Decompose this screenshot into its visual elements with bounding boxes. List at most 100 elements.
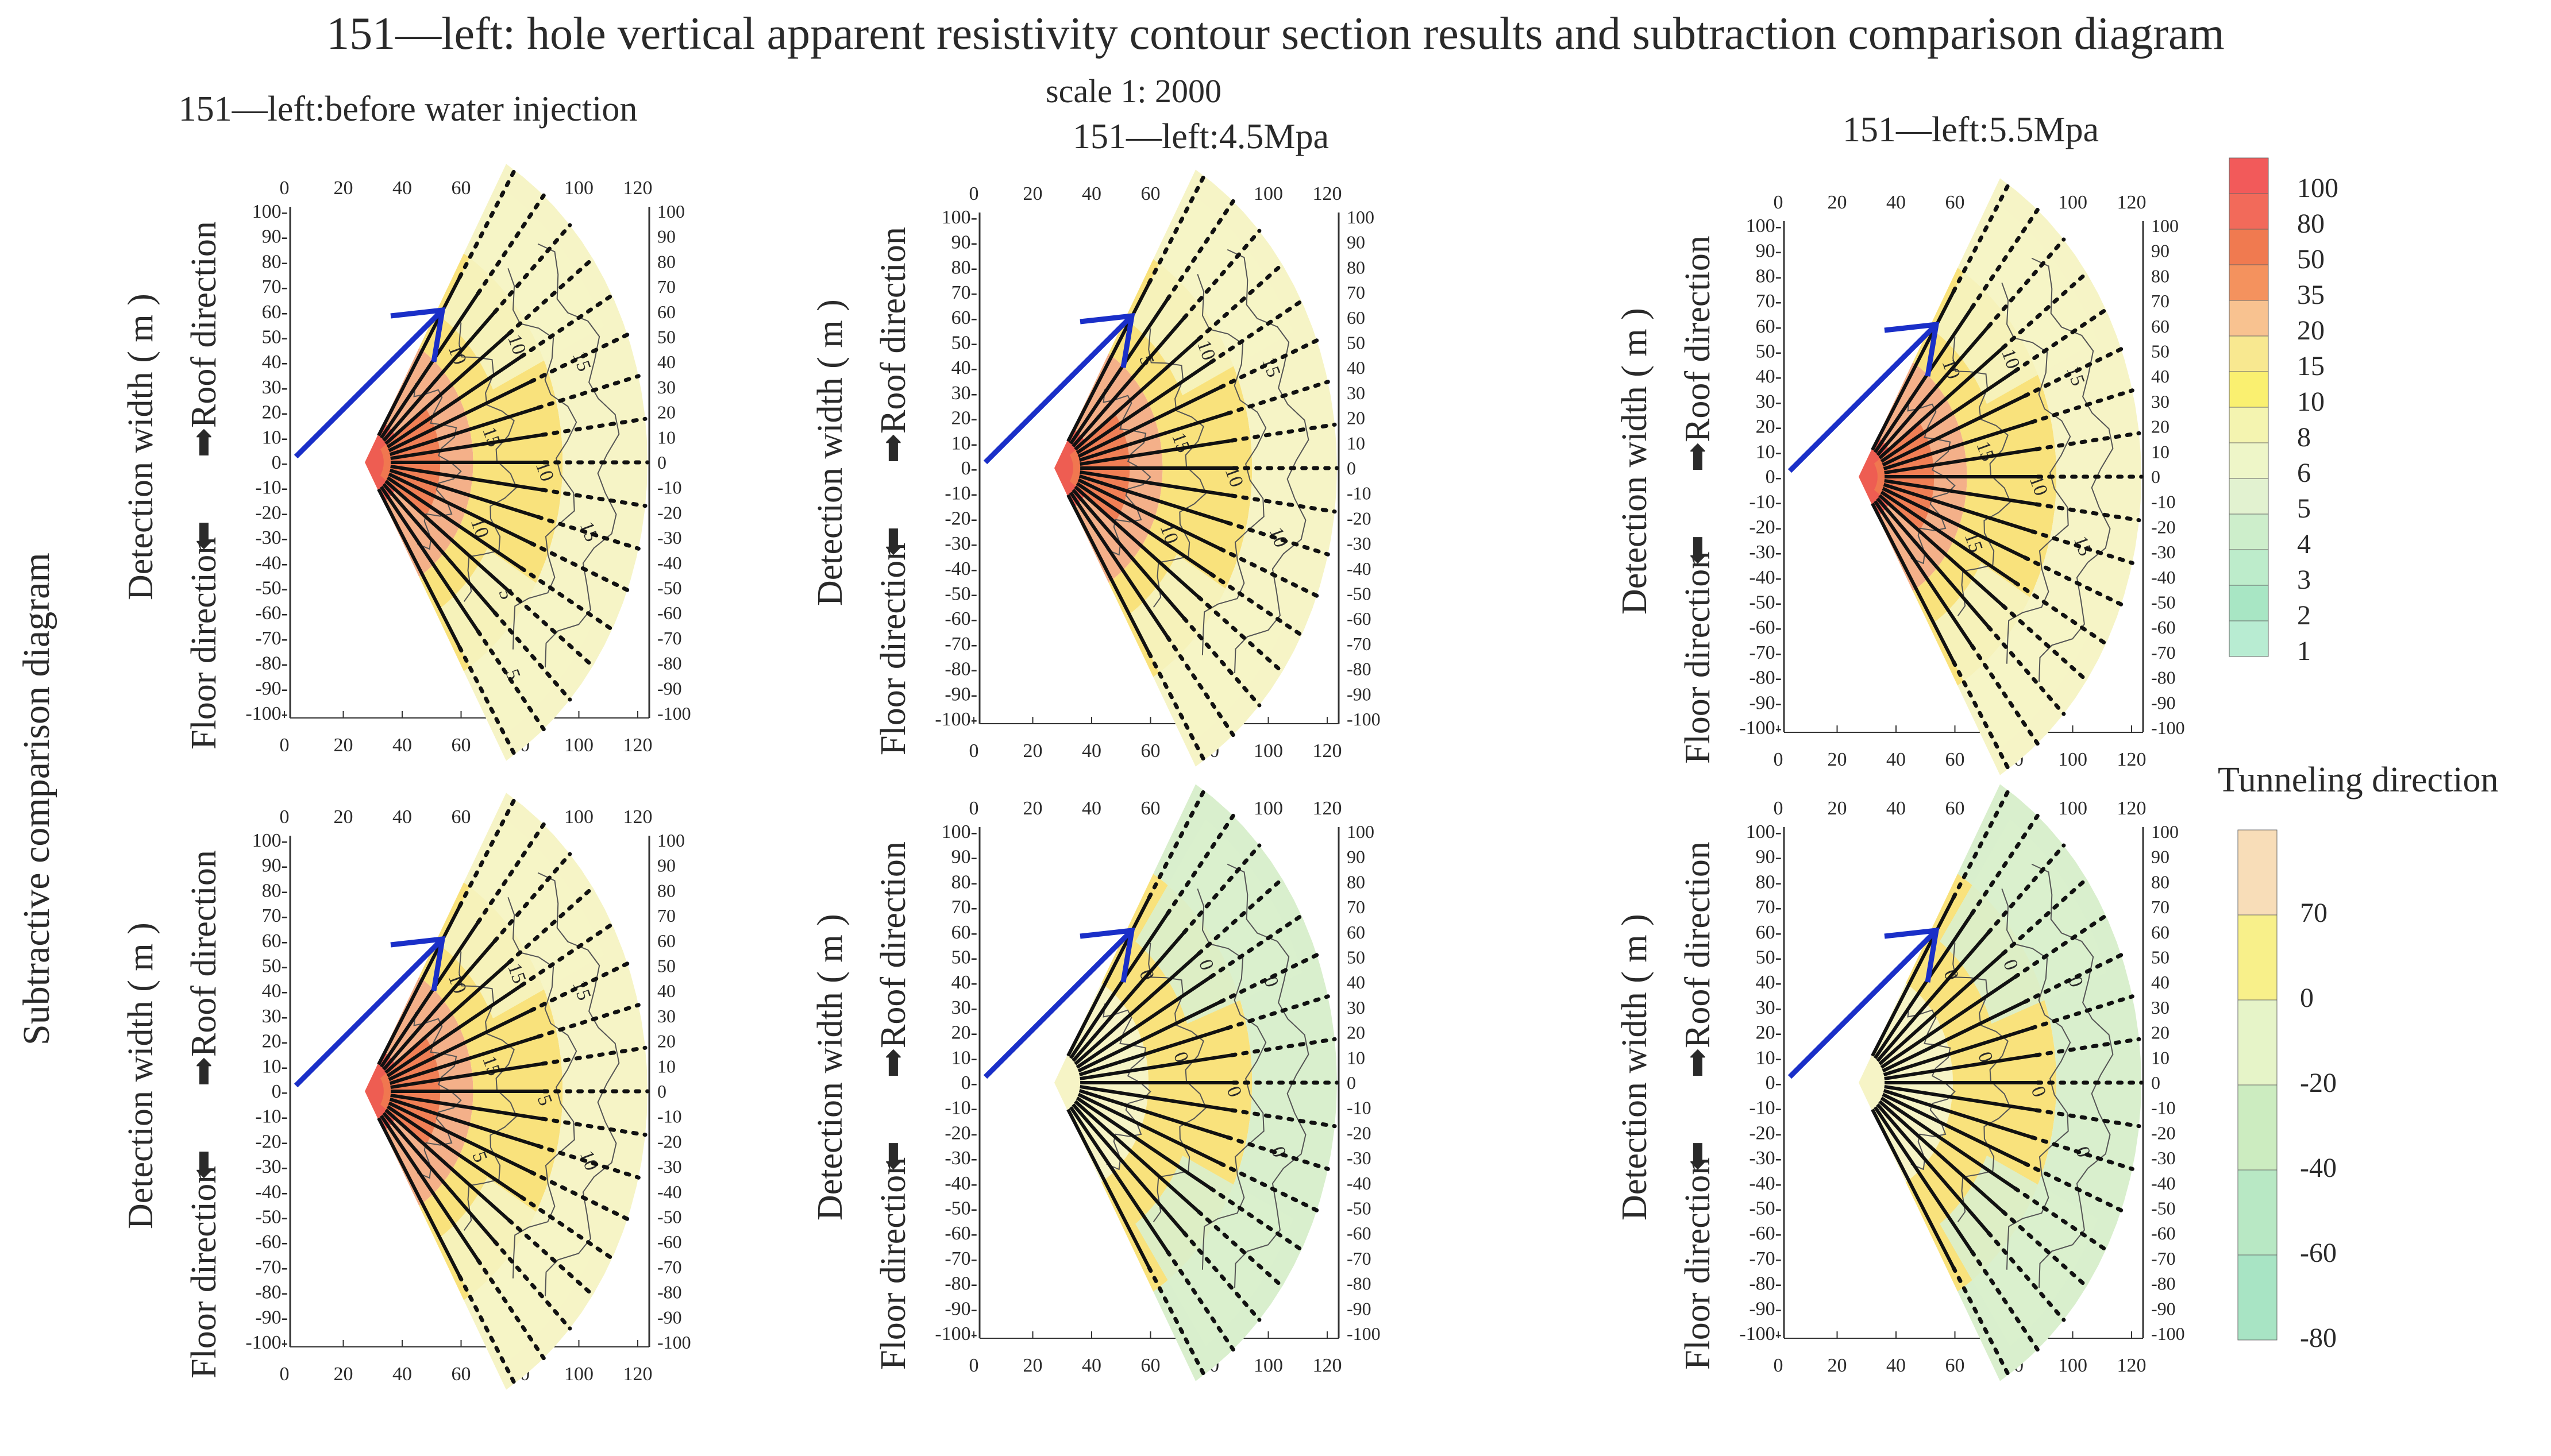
y-tick-label: -40- [945,558,977,580]
y-tick-label: -20- [945,1122,977,1144]
borehole-solid [1072,1103,1186,1234]
y-tick-label-right: 30 [2151,391,2169,412]
y-tick-label-right: 60 [2151,922,2169,943]
y-tick-label: -90- [945,683,977,705]
up-arrow-icon: ⬆ [878,430,908,469]
x-tick-label-top: 100 [1254,798,1283,819]
borehole-solid [389,468,539,519]
y-tick-label-right: 80 [2151,265,2169,286]
down-arrow-icon: ⬇ [1683,532,1713,571]
borehole-dotted [1165,199,1235,302]
y-tick-label: -30- [255,527,288,549]
x-tick-label-bottom: 100 [2058,749,2087,770]
borehole-solid [1876,1103,1990,1234]
y-tick-label: 50- [951,947,977,968]
y-tick-label: -30- [945,1148,977,1169]
y-tick-label: 0- [961,1072,977,1094]
y-tick-label-right: 10 [2151,441,2169,462]
y-tick-label: -20- [255,502,288,523]
borehole-dotted [1970,643,2040,746]
colorbar-swatch [2229,513,2269,550]
borehole-solid [1884,1084,2037,1112]
borehole-solid [1880,369,2017,463]
x-tick-label-bottom: 60 [1945,1355,1965,1376]
arrow-head [1080,927,1135,983]
borehole-solid [1078,1088,1228,1140]
borehole-solid [1878,1100,2005,1213]
y-tick-label: -90- [255,678,288,699]
borehole-solid [377,905,461,1065]
borehole-solid [390,433,543,461]
contour-band [1940,1155,2098,1346]
x-tick-label-top: 100 [564,177,594,199]
borehole-solid [382,482,496,614]
y-tick-label: 30- [1756,997,1782,1018]
borehole-solid [1076,1096,1212,1190]
borehole-solid [1878,346,2005,459]
colorbar-swatch [2237,914,2278,1001]
colorbar-swatch [2229,549,2269,586]
x-tick-label-top: 0 [1774,798,1783,819]
contour-band [1135,1155,1294,1346]
borehole-dotted [1147,173,1207,285]
y-tick-label: 20- [262,1031,288,1052]
y-tick-label-right: -30 [2151,542,2176,562]
borehole-solid [1080,470,1232,497]
colorbar-swatch [2229,335,2269,372]
y-tick-label-right: -100 [2151,717,2185,738]
y-tick-label-right: 100 [657,201,685,222]
detection-width-label: Detection width ( m ) [811,299,850,606]
borehole-solid [390,464,543,492]
x-tick-label-bottom: 0 [280,1364,290,1385]
borehole-solid [1066,282,1151,442]
borehole-solid [1066,897,1151,1057]
borehole-dotted [2013,307,2108,373]
y-tick-label-right: -60 [657,1231,682,1252]
contour-line [2031,863,2114,1288]
borehole-solid [1077,1000,1221,1073]
y-tick-label: 60- [262,930,288,952]
y-tick-label-right: -50 [657,578,682,598]
subtractive-comparison-label: Subtractive comparison diagram [16,553,57,1045]
y-tick-label-right: 80 [657,251,676,272]
y-tick-label: -60- [255,1231,288,1253]
borehole-dotted [1986,237,2066,329]
y-tick-label-right: 0 [2151,1072,2160,1093]
y-tick-label-right: -80 [2151,1273,2176,1294]
y-tick-label: 70- [951,282,977,303]
borehole-dotted [1209,571,1304,638]
y-tick-label-right: -90 [2151,692,2176,713]
colorbar-label: -20 [2300,1068,2337,1098]
colorbar-label: 5 [2297,493,2311,524]
y-tick-label: -50- [945,1198,977,1219]
x-tick-label-bottom: 40 [392,735,412,756]
borehole-dotted [1986,625,2066,716]
tunneling-arrow [983,312,1135,465]
y-tick-label-right: -30 [657,1156,682,1177]
x-tick-label-bottom: 120 [623,735,653,756]
y-tick-label-right: -40 [2151,1173,2176,1194]
y-tick-label-right: -40 [1347,1173,1371,1194]
colorbar-swatch [2229,193,2269,230]
y-tick-label: -70- [945,634,977,655]
y-tick-label: 90- [951,232,977,253]
x-tick-label-bottom: 20 [1023,1355,1043,1376]
y-tick-label: 100- [1746,821,1782,843]
y-tick-label-right: 60 [657,930,676,951]
x-tick-label-bottom: 60 [1945,749,1965,770]
y-tick-label: 90- [1756,241,1782,262]
x-tick-label-top: 60 [1945,192,1965,213]
y-tick-label: 10- [262,1056,288,1077]
borehole-solid [1878,494,2005,607]
y-tick-label-right: -100 [1347,1323,1381,1344]
y-tick-label-right: -60 [657,603,682,623]
contour-line [507,268,577,650]
x-tick-label-bottom: 20 [1828,1355,1847,1376]
borehole-solid [1884,478,2037,506]
x-tick-label-bottom: 120 [1313,740,1342,762]
y-tick-label-right: 70 [2151,291,2169,311]
colorbar-label: -60 [2300,1238,2337,1268]
detection-width-label: Detection width ( m ) [1615,914,1654,1221]
borehole-dotted [457,645,517,757]
